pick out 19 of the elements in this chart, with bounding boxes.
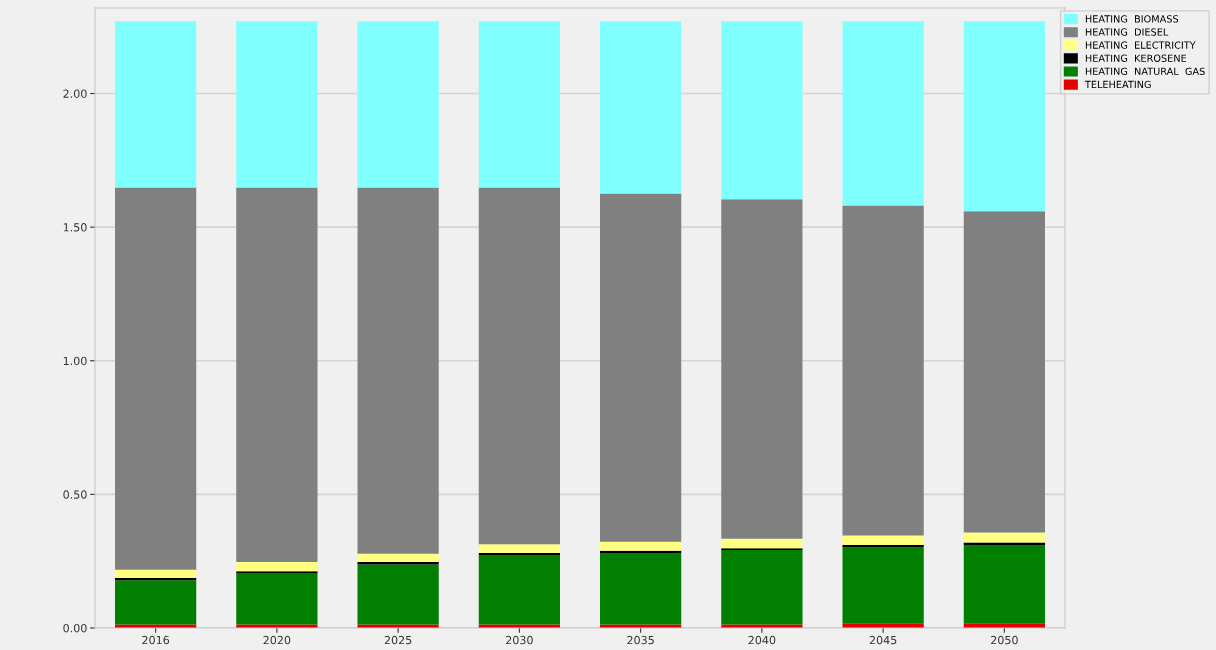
y-tick-label: 1.00 xyxy=(63,356,87,366)
x-tick-label: 2030 xyxy=(506,635,533,645)
legend-label: HEATING BIOMASS xyxy=(1085,15,1179,23)
x-tick-label: 2045 xyxy=(869,635,897,645)
y-tick-label: 0.00 xyxy=(63,623,87,633)
x-tick-label: 2025 xyxy=(384,635,412,645)
x-tick-label: 2050 xyxy=(991,635,1018,645)
x-tick-label: 2035 xyxy=(627,635,654,645)
legend-label: HEATING NATURAL GAS xyxy=(1085,67,1205,75)
legend-label: HEATING ELECTRICITY xyxy=(1085,41,1196,49)
legend-label: HEATING DIESEL xyxy=(1085,28,1169,36)
x-tick-label: 2020 xyxy=(263,635,291,645)
x-tick-label: 2016 xyxy=(142,635,170,645)
x-tick-label: 2040 xyxy=(748,635,776,645)
y-tick-label: 2.00 xyxy=(63,89,87,98)
y-tick-label: 0.50 xyxy=(63,490,87,499)
y-tick-label: 1.50 xyxy=(63,223,87,232)
legend-label: TELEHEATING xyxy=(1084,80,1151,89)
legend-label: HEATING KEROSENE xyxy=(1085,54,1187,62)
